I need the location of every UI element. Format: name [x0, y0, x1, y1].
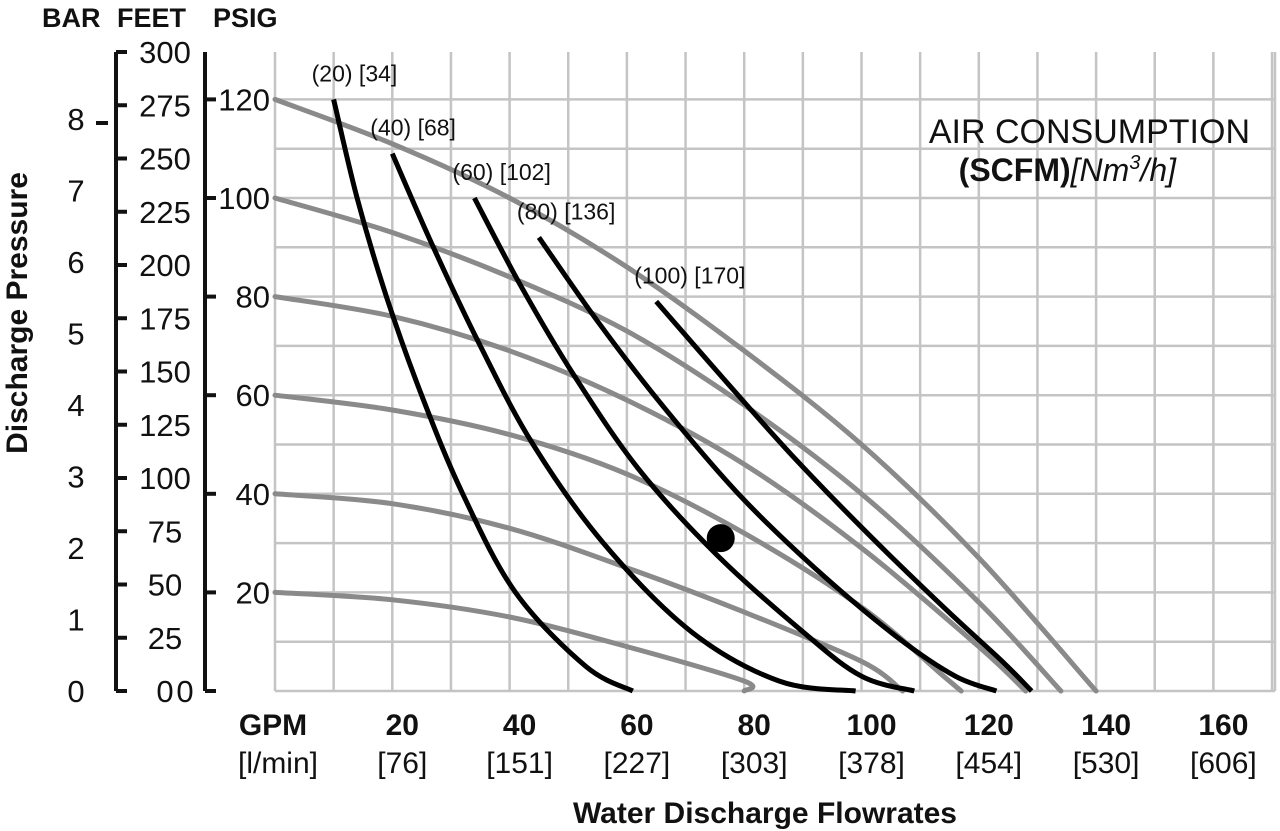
header-unit-bar: BAR: [42, 3, 101, 33]
chart-title-unit-scfm: (SCFM): [959, 152, 1071, 188]
chart-title-line2: (SCFM)[Nm3/h]: [959, 152, 1177, 188]
x-tick-label-lpm: [151]: [486, 747, 553, 780]
air-curve-label-3: (60) [102]: [452, 159, 550, 185]
feet-tick-label: 25: [148, 621, 182, 656]
air-curve-5: [654, 299, 1034, 693]
tick-labels: 2040608010012000255075100125150175200225…: [67, 35, 1256, 780]
psig-tick-label: 60: [236, 378, 270, 413]
feet-tick-label: 0: [156, 674, 173, 709]
x-tick-label-lpm: [227]: [604, 747, 671, 780]
chart-title-line1: AIR CONSUMPTION: [929, 113, 1250, 151]
header-unit-psig: PSIG: [213, 3, 278, 33]
psig-tick-label: 120: [218, 82, 270, 117]
header-unit-feet: FEET: [117, 3, 187, 33]
feet-tick-label: 50: [148, 568, 182, 603]
psig-tick-label: 0: [176, 674, 193, 709]
air-curve-label-4: (80) [136]: [517, 198, 615, 224]
x-unit-gpm: GPM: [239, 709, 307, 742]
feet-tick-label: 275: [139, 88, 191, 123]
psig-tick-label: 100: [218, 181, 270, 216]
bar-tick-label: 0: [67, 674, 84, 709]
bar-tick-label: 3: [67, 460, 84, 495]
air-curve-label-1: (20) [34]: [312, 60, 398, 86]
bar-tick-label: 5: [67, 317, 84, 352]
air-curve-4: [536, 235, 998, 694]
x-tick-label-gpm: 80: [738, 709, 771, 742]
system-curve-1: [272, 96, 1099, 694]
operating-point-marker: [706, 524, 735, 553]
feet-tick-label: 150: [139, 355, 191, 390]
grid: [273, 52, 1277, 693]
system-curve-6: [272, 589, 756, 694]
air-curve-label-5: (100) [170]: [634, 263, 745, 289]
bar-tick-label: 4: [67, 388, 84, 423]
air-consumption-curves: (20) [34] (40) [68] (60) [102] (80) [136] (1…: [312, 60, 1034, 694]
x-tick-label-lpm: [454]: [955, 747, 1022, 780]
feet-tick-label: 100: [139, 461, 191, 496]
air-curve-2: [390, 152, 856, 694]
chart-title-unit-nm: [Nm: [1070, 152, 1130, 188]
feet-tick-label: 200: [139, 248, 191, 283]
air-curve-3: [472, 196, 915, 694]
air-curve-label-2: (40) [68]: [370, 115, 456, 141]
x-tick-label-gpm: 60: [620, 709, 653, 742]
x-unit-lpm: [l/min]: [238, 747, 318, 780]
x-tick-label-gpm: 100: [846, 709, 896, 742]
x-tick-label-gpm: 120: [964, 709, 1014, 742]
x-tick-label-lpm: [606]: [1190, 747, 1257, 780]
air-curve-1: [331, 98, 634, 694]
operating-point-layer: [706, 524, 735, 553]
bar-tick-label: 7: [67, 174, 84, 209]
x-tick-label-lpm: [378]: [838, 747, 905, 780]
psig-tick-label: 80: [236, 280, 270, 315]
chart-title-unit-sup: 3: [1129, 152, 1140, 174]
bar-tick-label: 8: [67, 102, 84, 137]
x-tick-label-lpm: [303]: [721, 747, 788, 780]
x-tick-label-gpm: 160: [1198, 709, 1248, 742]
x-tick-label-lpm: [76]: [377, 747, 427, 780]
chart-title-unit-suffix: /h]: [1138, 152, 1177, 188]
y-axis-label: Discharge Pressure: [1, 172, 34, 454]
feet-tick-label: 225: [139, 195, 191, 230]
system-curve-2: [272, 195, 1064, 694]
bar-tick-label: 6: [67, 245, 84, 280]
feet-tick-label: 250: [139, 142, 191, 177]
x-tick-label-gpm: 40: [503, 709, 536, 742]
feet-tick-label: 125: [139, 408, 191, 443]
bar-tick-label: 2: [67, 531, 84, 566]
x-tick-label-gpm: 140: [1081, 709, 1131, 742]
x-tick-label-gpm: 20: [386, 709, 419, 742]
axes: [96, 50, 216, 693]
bar-tick-label: 1: [67, 603, 84, 638]
feet-tick-label: 75: [148, 514, 182, 549]
x-axis-label: Water Discharge Flowrates: [573, 797, 957, 830]
psig-tick-label: 20: [236, 575, 270, 610]
feet-tick-label: 300: [139, 35, 191, 70]
feet-tick-label: 175: [139, 301, 191, 336]
x-tick-label-lpm: [530]: [1073, 747, 1140, 780]
psig-tick-label: 40: [236, 477, 270, 512]
